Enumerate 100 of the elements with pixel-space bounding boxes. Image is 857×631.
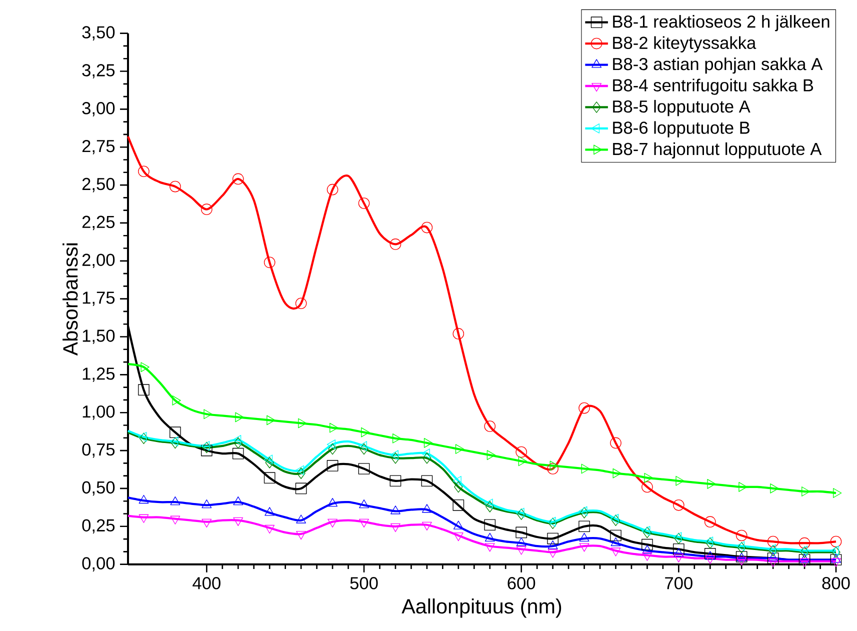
y-tick-label: 3,25 [82, 64, 115, 78]
y-tick-label: 2,50 [82, 178, 115, 192]
point [642, 526, 652, 538]
point [486, 501, 494, 512]
point [452, 476, 462, 486]
point [139, 432, 148, 444]
point [484, 420, 496, 432]
point [642, 552, 652, 561]
point [390, 238, 402, 250]
y-tick-label: 1,25 [82, 368, 115, 382]
point [232, 173, 244, 185]
point [454, 481, 463, 493]
point [328, 498, 338, 507]
point [548, 540, 558, 550]
y-tick-label: 3,50 [82, 26, 115, 40]
point [705, 555, 716, 564]
point [358, 198, 370, 209]
y-tick-label: 0,50 [82, 481, 115, 496]
legend-label: B8-7 hajonnut lopputuote A [613, 142, 822, 159]
point [736, 556, 747, 566]
point [264, 524, 275, 534]
x-tick-label: 700 [665, 577, 692, 590]
point [770, 484, 779, 494]
x-tick-label: 800 [822, 577, 850, 590]
y-axis-title: Absorbanssi [62, 243, 78, 356]
point [264, 256, 276, 268]
point [326, 184, 338, 196]
point [484, 543, 495, 552]
point [232, 448, 244, 460]
point [202, 518, 212, 528]
point [704, 516, 716, 528]
point [234, 437, 242, 449]
point [390, 523, 400, 532]
point [610, 530, 622, 542]
point [800, 554, 810, 563]
point [798, 554, 810, 566]
x-tick-label: 500 [350, 577, 378, 590]
point [644, 472, 653, 483]
point [390, 506, 400, 514]
x-tick-label: 400 [192, 577, 220, 590]
point [610, 537, 621, 546]
point [548, 549, 558, 558]
legend-label: B8-3 astian pohjan sakka A [613, 57, 823, 74]
point [422, 504, 432, 513]
point [170, 436, 178, 446]
y-tick-label: 1,50 [82, 330, 115, 344]
point [422, 452, 432, 464]
point [455, 444, 464, 454]
legend-label: B8-2 kiteytyssakka [613, 36, 756, 52]
point [358, 463, 370, 474]
point [298, 418, 307, 428]
point [830, 536, 842, 548]
point [328, 518, 338, 528]
point [138, 166, 150, 178]
legend-label: B8-4 sentrifugoitu sakka B [613, 78, 814, 95]
legend-label: B8-1 reaktioseos 2 h jälkeen [613, 15, 830, 32]
point [578, 402, 590, 414]
point [453, 532, 464, 542]
y-tick-label: 0,00 [82, 557, 115, 572]
point [296, 468, 306, 479]
point [390, 475, 402, 487]
point [264, 507, 275, 516]
point [326, 440, 336, 450]
point [170, 437, 180, 449]
point [738, 482, 748, 492]
point [579, 532, 590, 542]
point [768, 552, 778, 562]
point [202, 442, 212, 454]
point [642, 481, 653, 493]
point [579, 543, 590, 552]
point [421, 222, 433, 234]
point [736, 530, 748, 542]
point [424, 438, 433, 448]
point [518, 456, 528, 466]
point [516, 446, 528, 458]
point [452, 499, 464, 511]
point [453, 520, 464, 530]
point [516, 537, 526, 546]
point [612, 468, 622, 478]
point [673, 532, 682, 542]
y-tick-label: 3,00 [82, 102, 115, 116]
point [484, 519, 496, 531]
point [140, 362, 150, 372]
point [547, 516, 556, 527]
point [295, 482, 307, 494]
point [578, 520, 590, 532]
point [831, 554, 841, 563]
point [642, 526, 650, 536]
point [674, 532, 683, 544]
point [547, 463, 558, 474]
point [328, 443, 337, 455]
point [295, 298, 307, 310]
x-axis-title: Aallonpituus (nm) [402, 598, 562, 618]
point [138, 514, 149, 523]
point [172, 396, 181, 406]
point [202, 499, 212, 508]
point [610, 548, 621, 556]
point [832, 488, 842, 498]
point [201, 444, 212, 456]
point [676, 476, 684, 486]
